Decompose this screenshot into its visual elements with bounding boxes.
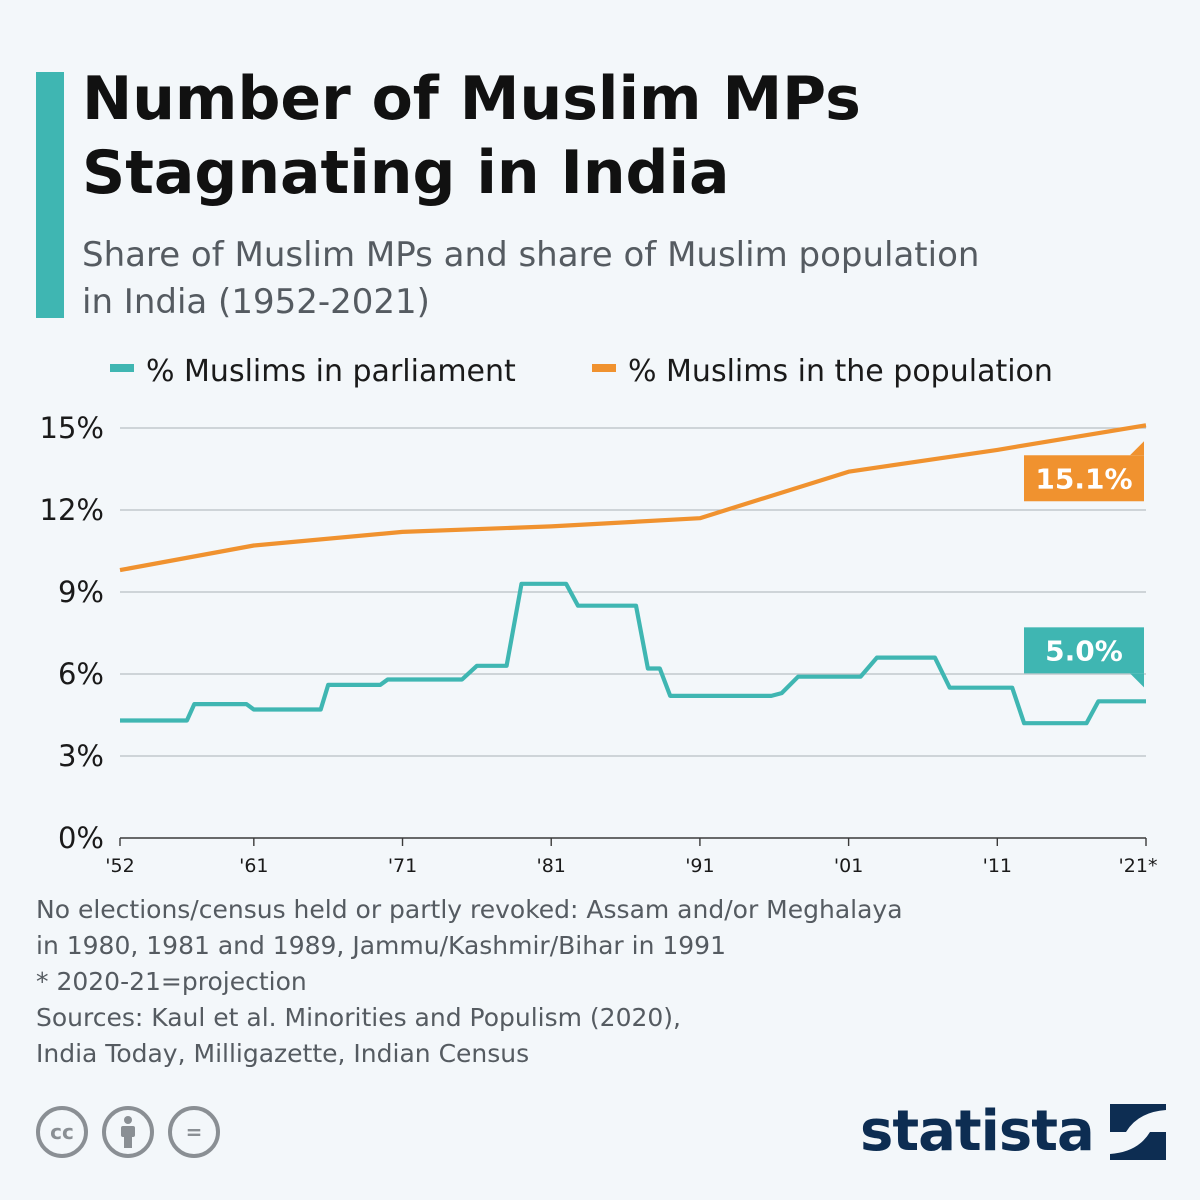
page-title: Number of Muslim MPs Stagnating in India [82,62,1162,210]
person-glyph [121,1116,135,1148]
grid [120,427,1146,839]
x-tick-label: '01 [834,855,863,877]
legend-label-parliament: % Muslims in parliament [146,354,516,389]
note-line: India Today, Milligazette, Indian Census [36,1039,530,1068]
x-tick-label: '52 [105,855,134,877]
x-tick-label: '11 [983,855,1012,877]
accent-bar [36,72,64,318]
no-derivatives-icon[interactable]: = [168,1106,220,1158]
end-label-parliament-text: 5.0% [1045,634,1123,667]
x-axis-ticks: '52 '61 '71 '81 '91 '01 '11 '21* [105,838,1157,877]
x-tick-label: '21* [1119,855,1158,877]
series-line-population [119,423,1147,573]
end-label-parliament-box [1024,627,1144,674]
x-tick-label: '61 [239,855,268,877]
end-label-parliament-pointer [1130,673,1144,688]
y-axis-ticks: 0% 3% 6% 9% 12% 15% [40,411,104,855]
note-line: No elections/census held or partly revok… [36,895,903,924]
legend-swatch-population [592,364,616,372]
subtitle-line-2: in India (1952-2021) [82,282,430,322]
title-line-2: Stagnating in India [82,138,730,208]
y-tick-label: 6% [58,657,104,691]
attribution-icon[interactable] [102,1106,154,1158]
subtitle: Share of Muslim MPs and share of Muslim … [82,232,1142,326]
end-label-parliament: 5.0% [1024,627,1144,688]
cc-icon[interactable]: cc [36,1106,88,1158]
y-tick-label: 3% [58,739,104,773]
x-tick-label: '71 [388,855,417,877]
brand-name: statista [860,1099,1095,1164]
no-derivatives-glyph: = [185,1120,203,1144]
subtitle-line-1: Share of Muslim MPs and share of Muslim … [82,235,980,275]
y-tick-label: 12% [40,493,104,527]
license-icons: cc = [36,1106,220,1158]
x-tick-label: '91 [685,855,714,877]
note-line: Sources: Kaul et al. Minorities and Popu… [36,1003,682,1032]
legend-label-population: % Muslims in the population [628,354,1053,389]
legend: % Muslims in parliament % Muslims in the… [110,354,1053,389]
y-tick-label: 9% [58,575,104,609]
note-line: * 2020-21=projection [36,967,307,996]
end-labels: 15.1% 5.0% [1024,441,1144,688]
notes: No elections/census held or partly revok… [36,892,1156,1072]
legend-swatch-parliament [110,364,134,372]
series-line-parliament [120,581,1146,726]
series [119,423,1147,726]
y-tick-label: 0% [58,821,104,855]
title-line-1: Number of Muslim MPs [82,64,861,134]
statista-mark-icon [1109,1104,1166,1160]
x-tick-label: '81 [537,855,566,877]
line-chart: % Muslims in parliament % Muslims in the… [40,354,1158,877]
end-label-population-pointer [1130,441,1144,456]
end-label-population-box [1024,455,1144,502]
y-tick-label: 15% [40,411,104,445]
end-label-population-text: 15.1% [1035,462,1132,495]
statista-logo[interactable]: statista [860,1100,1168,1164]
end-label-population: 15.1% [1024,441,1144,502]
cc-icon-glyph: cc [50,1120,74,1144]
note-line: in 1980, 1981 and 1989, Jammu/Kashmir/Bi… [36,931,726,960]
